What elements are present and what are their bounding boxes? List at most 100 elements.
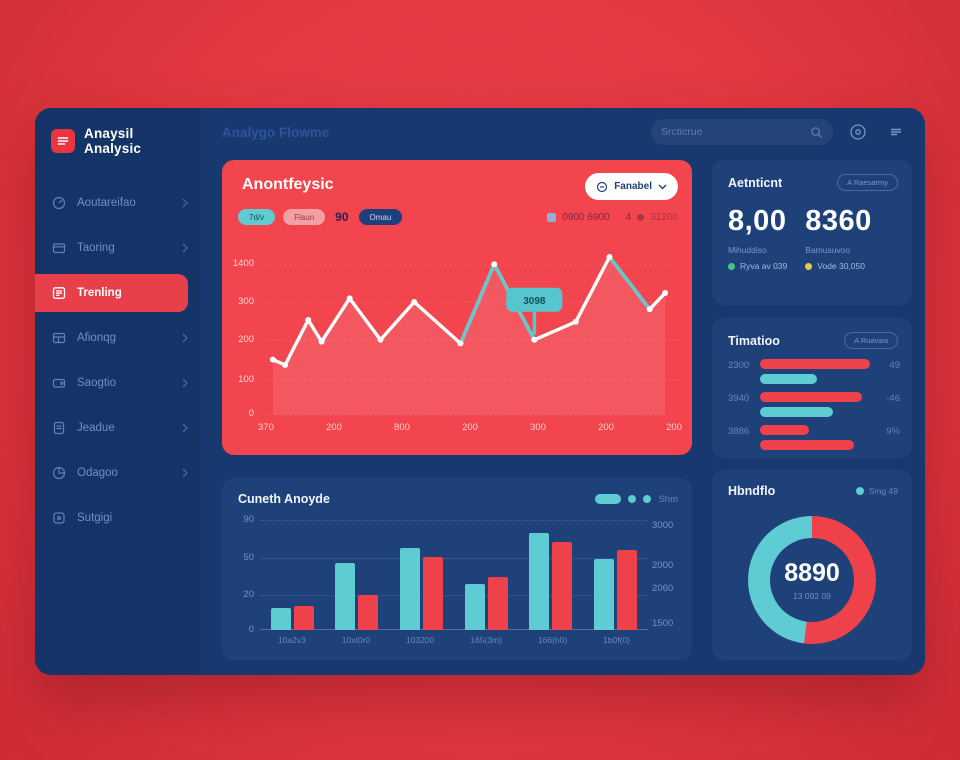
sidebar-item-label: Odagoo [77, 466, 118, 479]
growth-bar-chart [260, 518, 648, 630]
legend-label-2: 31200 [650, 211, 678, 223]
bar-red [487, 577, 508, 630]
legend-dot-teal [855, 487, 864, 495]
hbars-rows: 2300 49 3940 -46 3886 9% [712, 349, 912, 455]
main-area: Analygo Flowme Srcticrue Anontfeysic Fan… [200, 108, 925, 675]
help-circle-button[interactable] [845, 119, 871, 145]
grid-menu-button[interactable] [883, 119, 909, 145]
x-tick-label: 10a2v3 [277, 635, 306, 645]
hbar [760, 374, 817, 384]
x-tick-label: 200 [666, 422, 682, 433]
pie-icon [52, 466, 66, 479]
filter-pill-pink[interactable]: Flaun [283, 209, 326, 225]
bar-group [400, 548, 444, 630]
x-tick-label: 166(h0) [537, 635, 568, 645]
search-icon [811, 126, 823, 138]
search-input[interactable]: Srcticrue [651, 119, 833, 145]
hbar-bars [760, 359, 876, 389]
y-tick-label: 300 [238, 296, 254, 307]
filter-icon [597, 181, 608, 192]
filter-pills-row: 7d/v Flaun 90 Omau 0900 6900 4 31200 [238, 209, 678, 225]
chevron-right-icon [182, 243, 188, 252]
grid-icon [891, 128, 901, 136]
y-tick-label: 1500 [652, 618, 674, 629]
sidebar-item-jeadue[interactable]: Jeadue [35, 405, 200, 450]
donut-center-sub: 13 092 09 [793, 591, 831, 601]
chevron-down-icon [658, 184, 667, 189]
bar-red [423, 557, 444, 630]
stat-value: 8,00 [728, 205, 787, 237]
hbar [760, 359, 871, 369]
hbar-label: 3940 [728, 393, 750, 404]
sidebar-item-saogtio[interactable]: Saogtio [35, 360, 200, 405]
filter-pill-teal[interactable]: 7d/v [238, 209, 276, 225]
stat-note-text: Vode 30,050 [817, 261, 865, 271]
bar-group [594, 550, 638, 630]
logo-icon [51, 129, 75, 153]
hbars-card-title: Timatioo [728, 333, 780, 348]
stat-value: 8360 [805, 205, 872, 237]
sidebar-item-odagoo[interactable]: Odagoo [35, 450, 200, 495]
chevron-right-icon [182, 468, 188, 477]
sidebar-item-analytics[interactable]: Aoutareifao [35, 180, 200, 225]
stat-note: Vode 30,050 [805, 261, 872, 271]
sidebar: Anaysil Analysic Aoutareifao Taoring Tre… [35, 108, 200, 675]
donut-center-value: 8890 [784, 559, 840, 587]
stat-block: 8360 Bamusuvoo Vode 30,050 [805, 205, 872, 271]
x-tick-label: 200 [598, 422, 614, 433]
x-tick-label: 800 [394, 422, 410, 433]
chevron-right-icon [182, 423, 188, 432]
sidebar-item-label: Jeadue [77, 421, 115, 434]
growth-x-axis: 10a2v3 10xt0r0 103200 165(3m) 166(h0) 1b0f(0) [260, 635, 648, 645]
stats-card-button[interactable]: A Raesarmy [837, 174, 898, 191]
donut-legend: Smg 49 [855, 486, 898, 496]
hbar-value: 9% [886, 426, 900, 437]
stat-block: 8,00 Mihuddiso Ryva av 039 [728, 205, 787, 271]
x-tick-label: 103200 [406, 635, 435, 645]
chevron-right-icon [182, 198, 188, 207]
analytics-icon [52, 196, 66, 209]
hbars-card-button[interactable]: A Ruavwa [844, 332, 898, 349]
stat-note-text: Ryva av 039 [740, 261, 788, 271]
app-title: Anaysil Analysic [84, 126, 142, 156]
sidebar-item-settings[interactable]: Sutgigi [35, 495, 200, 540]
sidebar-item-label: Taoring [77, 241, 115, 254]
donut-chart: 8890 13 092 09 [748, 516, 876, 644]
sidebar-item-label: Sutgigi [77, 511, 113, 524]
sidebar-item-afionqg[interactable]: Afionqg [35, 315, 200, 360]
y-tick-label: 2060 [652, 583, 674, 594]
search-placeholder: Srcticrue [661, 126, 703, 138]
y-tick-label: 90 [243, 514, 254, 525]
hbar-label: 2300 [728, 360, 750, 371]
help-circle-icon [850, 124, 866, 140]
sidebar-item-taoring[interactable]: Taoring [35, 225, 200, 270]
dashboard-window: Anaysil Analysic Aoutareifao Taoring Tre… [35, 108, 925, 675]
legend-dot [637, 213, 645, 221]
growth-chart-card: Cuneth Anoyde Shm 90 50 20 0 3000 2000 2060 15… [222, 478, 692, 660]
anomaly-line-chart: 3098 [260, 254, 678, 416]
filter-pill-navy[interactable]: Omau [358, 209, 403, 225]
hbars-card: Timatioo A Ruavwa 2300 49 3940 -46 3886 9% [712, 318, 912, 458]
bar-group [529, 533, 573, 630]
hbar-row: 3886 9% [728, 425, 900, 455]
range-dropdown[interactable]: Fanabel [585, 173, 678, 200]
donut-legend-label: Smg 49 [868, 486, 898, 496]
topbar: Analygo Flowme Srcticrue [200, 108, 925, 156]
bar-red [617, 550, 638, 630]
chevron-right-icon [182, 333, 188, 342]
hbar-bars [760, 425, 876, 455]
stats-row: 8,00 Mihuddiso Ryva av 039 8360 Bamusuvo… [712, 191, 912, 271]
anomaly-chart-card: Anontfeysic Fanabel 7d/v Flaun 90 Omau 0… [222, 160, 692, 455]
anomaly-legend: 0900 6900 4 31200 [547, 212, 678, 223]
stats-card: Aetnticnt A Raesarmy 8,00 Mihuddiso Ryva… [712, 160, 912, 305]
sidebar-item-trending-active[interactable]: Trenling [35, 274, 188, 312]
logo: Anaysil Analysic [35, 108, 200, 170]
stat-note: Ryva av 039 [728, 261, 787, 271]
sidebar-item-label: Saogtio [77, 376, 117, 389]
layers-icon [52, 332, 66, 343]
bar-teal [529, 533, 550, 630]
hbar [760, 440, 854, 450]
y-tick-label: 1400 [232, 258, 254, 269]
status-dot-yellow [805, 262, 813, 270]
